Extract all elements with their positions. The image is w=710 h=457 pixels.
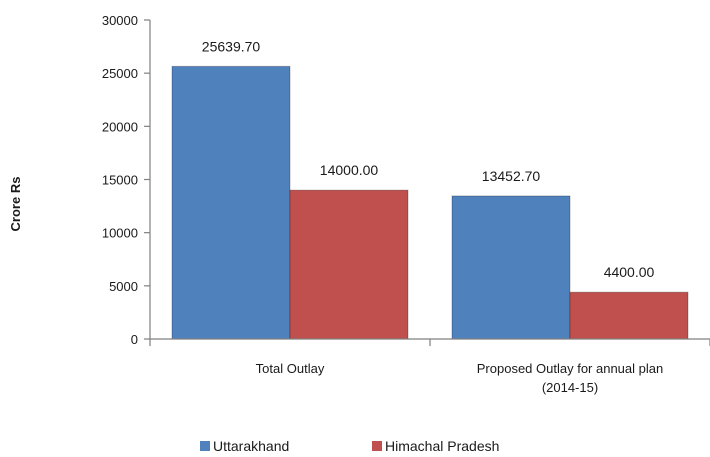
legend: Uttarakhand Himachal Pradesh [200, 438, 499, 454]
y-tick-label: 30000 [102, 13, 138, 28]
bar-series-1-cat-2 [451, 195, 571, 340]
x-category-label-line: Total Outlay [256, 361, 325, 376]
y-tick-label: 5000 [109, 279, 138, 294]
legend-swatch [372, 441, 382, 451]
data-label: 25639.70 [202, 38, 261, 54]
data-label: 4400.00 [604, 264, 655, 280]
x-category-label-line: Proposed Outlay for annual plan [477, 361, 663, 376]
x-category-label: Proposed Outlay for annual plan (2014-15) [477, 361, 663, 395]
x-category-label: Total Outlay [256, 361, 325, 376]
data-label: 13452.70 [482, 168, 541, 184]
y-tick-label: 20000 [102, 119, 138, 134]
legend-label: Himachal Pradesh [385, 438, 499, 454]
legend-swatch [200, 441, 210, 451]
legend-label: Uttarakhand [213, 438, 289, 454]
bar-series-2-cat-2 [569, 291, 689, 340]
y-tick-label: 0 [131, 332, 138, 347]
y-tick-label: 10000 [102, 226, 138, 241]
y-tick-label: 25000 [102, 66, 138, 81]
axis-layer: 0 5000 10000 15000 20000 25000 30000 Total Outl… [102, 13, 710, 395]
bar-series-2-cat-1 [289, 189, 409, 340]
y-tick-label: 15000 [102, 173, 138, 188]
labels-layer: 25639.70 13452.70 14000.00 4400.00 [202, 38, 655, 280]
bars-layer [171, 65, 689, 340]
y-axis-title: Crore Rs [8, 177, 23, 232]
data-label: 14000.00 [320, 162, 379, 178]
x-category-label-line: (2014-15) [542, 380, 598, 395]
bar-series-1-cat-1 [171, 65, 291, 340]
